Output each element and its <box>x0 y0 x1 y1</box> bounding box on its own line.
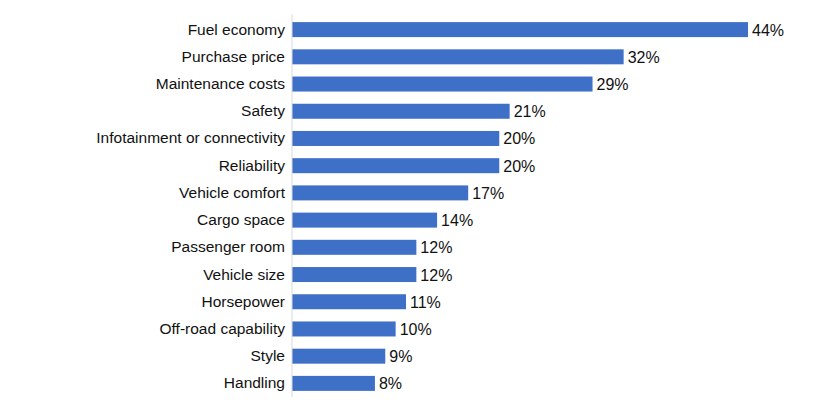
data-label: 44% <box>752 22 784 39</box>
axis-line <box>292 14 293 397</box>
data-label: 21% <box>514 103 546 120</box>
bar <box>292 267 416 282</box>
category-label: Safety <box>241 102 285 119</box>
bar <box>292 294 406 309</box>
bar <box>292 321 396 336</box>
category-label: Horsepower <box>201 293 285 310</box>
bar <box>292 104 510 119</box>
bar <box>292 240 416 255</box>
category-label: Fuel economy <box>188 21 286 38</box>
category-label: Maintenance costs <box>156 75 285 92</box>
category-label: Passenger room <box>171 238 285 255</box>
data-label: 20% <box>503 158 535 175</box>
category-label: Handling <box>224 374 285 391</box>
bar <box>292 49 624 64</box>
chart: Fuel economy 44% Purchase price 32% Maintena… <box>0 0 827 402</box>
labels: Fuel economy 44% Purchase price 32% Maintena… <box>96 21 784 393</box>
data-label: 20% <box>503 130 535 147</box>
data-label: 14% <box>441 212 473 229</box>
category-label: Purchase price <box>182 48 285 65</box>
data-label: 32% <box>628 49 660 66</box>
data-label: 8% <box>379 375 402 392</box>
data-label: 9% <box>389 348 412 365</box>
category-label: Vehicle size <box>203 266 285 283</box>
bar <box>292 349 385 364</box>
category-label: Off-road capability <box>160 320 286 337</box>
bar <box>292 131 499 146</box>
data-label: 12% <box>420 267 452 284</box>
bars <box>292 22 748 391</box>
bar <box>292 158 499 173</box>
category-label: Vehicle comfort <box>179 184 286 201</box>
category-label: Reliability <box>219 157 286 174</box>
category-label: Style <box>251 347 285 364</box>
chart-svg: Fuel economy 44% Purchase price 32% Maintena… <box>0 0 827 402</box>
category-label: Cargo space <box>197 211 285 228</box>
bar <box>292 376 375 391</box>
data-label: 29% <box>597 76 629 93</box>
data-label: 10% <box>400 321 432 338</box>
bar <box>292 77 593 92</box>
bar <box>292 185 468 200</box>
data-label: 11% <box>410 294 441 311</box>
data-label: 17% <box>472 185 504 202</box>
data-label: 12% <box>420 239 452 256</box>
category-label: Infotainment or connectivity <box>96 129 285 146</box>
bar <box>292 213 437 228</box>
bar <box>292 22 748 37</box>
